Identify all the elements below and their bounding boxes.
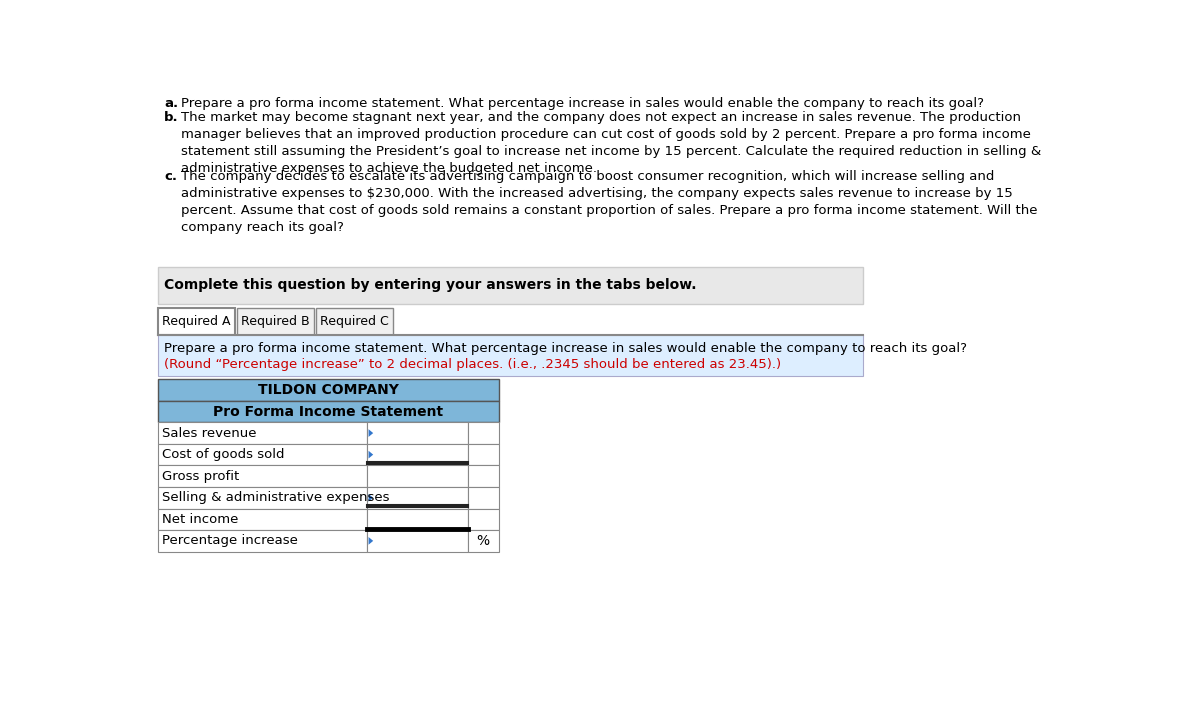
FancyBboxPatch shape (367, 444, 468, 465)
FancyBboxPatch shape (468, 530, 499, 552)
Text: Required A: Required A (162, 315, 230, 328)
Polygon shape (368, 494, 373, 502)
Polygon shape (368, 450, 373, 458)
FancyBboxPatch shape (367, 487, 468, 508)
Text: a.: a. (164, 97, 178, 110)
FancyBboxPatch shape (157, 267, 863, 304)
Text: Net income: Net income (162, 513, 239, 526)
FancyBboxPatch shape (157, 308, 235, 335)
FancyBboxPatch shape (157, 508, 367, 530)
FancyBboxPatch shape (157, 444, 367, 465)
FancyBboxPatch shape (367, 423, 468, 444)
Text: Pro Forma Income Statement: Pro Forma Income Statement (214, 405, 443, 418)
Text: Sales revenue: Sales revenue (162, 427, 257, 440)
FancyBboxPatch shape (468, 487, 499, 508)
Text: Cost of goods sold: Cost of goods sold (162, 448, 284, 461)
Text: Percentage increase: Percentage increase (162, 534, 299, 548)
Text: Complete this question by entering your answers in the tabs below.: Complete this question by entering your … (164, 278, 696, 292)
FancyBboxPatch shape (367, 530, 468, 552)
FancyBboxPatch shape (236, 308, 314, 335)
Text: The market may become stagnant next year, and the company does not expect an inc: The market may become stagnant next year… (181, 112, 1042, 175)
Text: Gross profit: Gross profit (162, 470, 240, 483)
FancyBboxPatch shape (157, 400, 499, 423)
Text: Selling & administrative expenses: Selling & administrative expenses (162, 491, 390, 504)
FancyBboxPatch shape (157, 530, 367, 552)
Text: TILDON COMPANY: TILDON COMPANY (258, 383, 398, 397)
FancyBboxPatch shape (367, 508, 468, 530)
Polygon shape (368, 537, 373, 545)
FancyBboxPatch shape (468, 444, 499, 465)
FancyBboxPatch shape (157, 379, 499, 400)
Text: %: % (476, 534, 490, 548)
FancyBboxPatch shape (468, 508, 499, 530)
FancyBboxPatch shape (468, 423, 499, 444)
Text: Prepare a pro forma income statement. What percentage increase in sales would en: Prepare a pro forma income statement. Wh… (181, 97, 984, 110)
FancyBboxPatch shape (316, 308, 394, 335)
Polygon shape (368, 429, 373, 437)
Text: (Round “Percentage increase” to 2 decimal places. (i.e., .2345 should be entered: (Round “Percentage increase” to 2 decima… (164, 358, 781, 370)
Text: Prepare a pro forma income statement. What percentage increase in sales would en: Prepare a pro forma income statement. Wh… (164, 342, 967, 355)
FancyBboxPatch shape (157, 465, 367, 487)
Text: Required C: Required C (320, 315, 389, 328)
FancyBboxPatch shape (157, 423, 367, 444)
Text: c.: c. (164, 169, 176, 183)
FancyBboxPatch shape (157, 487, 367, 508)
FancyBboxPatch shape (468, 465, 499, 487)
Text: b.: b. (164, 112, 179, 124)
Text: The company decides to escalate its advertising campaign to boost consumer recog: The company decides to escalate its adve… (181, 169, 1038, 234)
FancyBboxPatch shape (367, 465, 468, 487)
FancyBboxPatch shape (157, 335, 863, 376)
Text: Required B: Required B (241, 315, 310, 328)
